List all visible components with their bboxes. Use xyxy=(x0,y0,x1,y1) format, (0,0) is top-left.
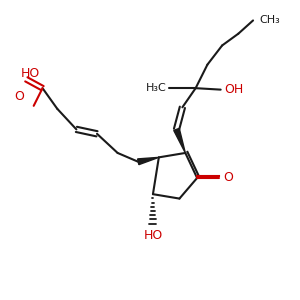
Text: HO: HO xyxy=(143,229,163,242)
Polygon shape xyxy=(138,158,159,165)
Text: H₃C: H₃C xyxy=(146,83,167,93)
Text: CH₃: CH₃ xyxy=(259,15,280,25)
Text: HO: HO xyxy=(20,67,40,80)
Text: O: O xyxy=(224,172,233,184)
Text: O: O xyxy=(15,91,24,103)
Polygon shape xyxy=(174,128,185,153)
Text: OH: OH xyxy=(224,83,244,96)
